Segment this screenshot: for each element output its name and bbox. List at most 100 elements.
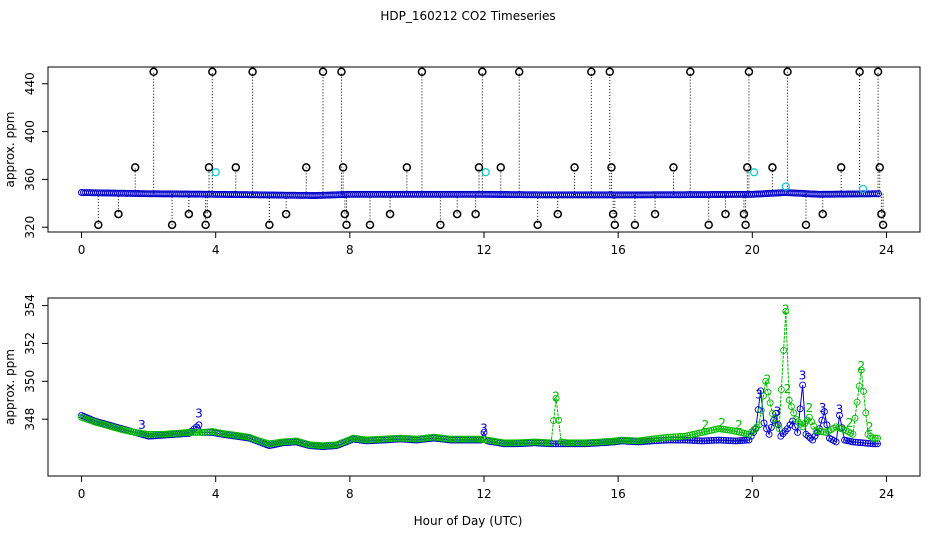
series-point	[149, 430, 157, 438]
series-point	[741, 436, 748, 444]
outlier-point	[365, 220, 375, 230]
series-point	[777, 386, 785, 393]
series-point	[581, 439, 589, 447]
series-point	[722, 436, 730, 444]
series-point	[507, 439, 515, 447]
series-point	[154, 430, 162, 438]
series-point	[221, 430, 229, 438]
series-point	[413, 435, 421, 443]
outlier-point	[452, 209, 462, 219]
series-point	[310, 441, 318, 449]
series-point	[502, 439, 510, 447]
data-label: 2	[846, 416, 854, 430]
outlier-point	[608, 209, 618, 219]
series-point	[418, 435, 426, 442]
series-point	[871, 434, 879, 442]
series-point	[509, 439, 517, 447]
series-point	[559, 438, 567, 446]
outlier-point	[474, 163, 484, 172]
series-point	[732, 437, 739, 445]
series-point	[782, 307, 790, 315]
series-point	[523, 438, 531, 446]
series-point	[236, 432, 244, 440]
x-tick-label: 16	[611, 243, 626, 257]
series-point	[542, 439, 550, 447]
series-point	[216, 429, 224, 437]
series-point	[349, 434, 357, 442]
series-point	[799, 381, 807, 389]
series-point	[274, 439, 282, 446]
series-point	[133, 429, 141, 437]
outlier-point	[149, 67, 158, 77]
series-point	[365, 436, 373, 444]
series-point	[317, 442, 325, 449]
series-point	[176, 429, 184, 437]
series-point	[375, 435, 383, 443]
series-point	[634, 437, 642, 445]
series-point	[820, 408, 828, 416]
series-point	[851, 414, 859, 422]
series-point	[382, 435, 390, 443]
series-point	[354, 435, 362, 443]
series-point	[208, 428, 216, 435]
series-point	[198, 428, 206, 436]
series-point	[518, 439, 526, 447]
outlier-point	[801, 220, 811, 230]
series-point	[324, 441, 331, 449]
series-point	[203, 428, 211, 436]
outlier-point	[878, 220, 888, 230]
series-point	[136, 429, 144, 437]
series-point	[423, 434, 430, 442]
data-label: 2	[702, 418, 710, 432]
series-point	[810, 422, 818, 430]
series-point	[622, 436, 630, 444]
series-point	[306, 441, 314, 449]
series-point	[479, 435, 487, 443]
series-point	[192, 428, 200, 436]
series-point	[812, 427, 820, 435]
data-label: 3	[774, 405, 782, 419]
series-point	[665, 433, 672, 441]
series-point	[736, 437, 744, 445]
series-point	[241, 433, 249, 440]
baseline-point	[870, 190, 878, 198]
outlier-point	[630, 220, 640, 230]
data-label: 3	[480, 422, 488, 436]
series-point	[163, 430, 170, 438]
series-point	[867, 440, 874, 448]
series-point	[425, 434, 433, 442]
series-point	[625, 436, 633, 444]
series-point	[611, 437, 619, 445]
outlier-point	[533, 220, 542, 230]
series-point	[849, 438, 857, 446]
series-point	[698, 437, 706, 445]
series-point	[648, 435, 656, 443]
series-point	[540, 439, 548, 446]
series-point	[667, 433, 675, 441]
series-point	[805, 413, 813, 421]
series-point	[802, 430, 810, 438]
outlier-point	[496, 163, 506, 172]
series-point	[727, 437, 735, 445]
series-point	[679, 436, 687, 444]
series-point	[708, 436, 716, 444]
data-label: 2	[735, 418, 743, 432]
series-point	[377, 435, 385, 443]
series-point	[573, 439, 581, 447]
series-point	[367, 436, 375, 444]
series-point	[555, 416, 563, 424]
x-tick-label: 24	[879, 243, 894, 257]
series-point	[710, 436, 718, 444]
series-point	[427, 434, 435, 441]
outlier-point	[669, 163, 678, 172]
series-point	[230, 431, 238, 439]
series-point	[435, 434, 442, 442]
series-point	[495, 438, 503, 446]
outlier-point	[318, 67, 328, 77]
series-point	[147, 432, 155, 440]
series-point	[528, 438, 536, 446]
x-tick-label: 0	[78, 487, 86, 501]
series-point	[757, 387, 765, 395]
series-point	[171, 429, 179, 437]
series-point	[836, 411, 843, 419]
